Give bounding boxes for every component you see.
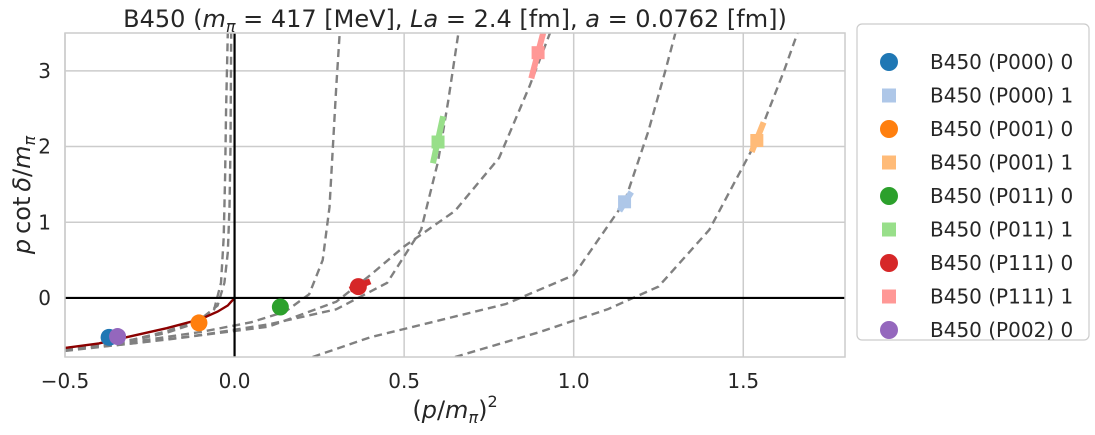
square-marker <box>618 195 632 209</box>
legend-label: B450 (P111) 1 <box>930 285 1073 309</box>
circle-marker <box>349 278 367 296</box>
legend-entry: B450 (P000) 1 <box>882 84 1073 108</box>
square-marker <box>750 133 764 147</box>
legend-square-marker <box>882 155 896 170</box>
plot-area <box>64 32 846 358</box>
zero-axis-lines <box>65 33 845 357</box>
x-tick-label: −0.5 <box>41 369 90 393</box>
legend-label: B450 (P002) 0 <box>930 318 1073 342</box>
legend-label: B450 (P011) 1 <box>930 218 1073 242</box>
legend-square-marker <box>882 289 896 304</box>
legend-label: B450 (P011) 0 <box>930 184 1073 208</box>
legend-square-marker <box>882 222 896 237</box>
legend-circle-marker <box>880 53 898 71</box>
y-tick-labels: 0 1 2 3 <box>38 59 51 310</box>
y-axis-label: pcotδ/mπ <box>8 135 39 255</box>
legend-circle-marker <box>880 254 898 272</box>
legend-label: B450 (P001) 1 <box>930 151 1073 175</box>
x-tick-label: 0.0 <box>219 369 251 393</box>
series-point <box>348 278 372 296</box>
legend-entry: B450 (P111) 1 <box>882 285 1073 309</box>
legend-label: B450 (P000) 0 <box>930 50 1073 74</box>
y-tick-label: 3 <box>38 59 51 83</box>
series-point <box>190 314 208 332</box>
chart-title: B450 (mπ = 417 [MeV], La = 2.4 [fm], a =… <box>123 5 787 36</box>
data-points <box>100 32 767 346</box>
legend-box <box>856 23 1090 341</box>
legend-entry: B450 (P000) 0 <box>880 50 1073 74</box>
square-marker <box>531 46 545 60</box>
legend: B450 (P000) 0 B450 (P000) 1 B450 (P001) 0 B… <box>856 23 1090 342</box>
legend-entry: B450 (P002) 0 <box>880 318 1073 342</box>
y-tick-label: 1 <box>38 210 51 234</box>
plot-frame <box>64 32 846 358</box>
legend-circle-marker <box>880 120 898 138</box>
legend-entry: B450 (P011) 0 <box>880 184 1073 208</box>
y-tick-label: 0 <box>38 286 51 310</box>
x-tick-label: 1.0 <box>558 369 590 393</box>
circle-marker <box>271 298 289 316</box>
dashed-model-curve <box>65 33 552 353</box>
square-marker <box>431 135 445 149</box>
dashed-model-curve <box>454 33 799 357</box>
legend-entry: B450 (P011) 1 <box>882 218 1073 242</box>
legend-square-marker <box>882 88 896 103</box>
dashed-model-curve <box>65 33 341 351</box>
legend-entry: B450 (P001) 0 <box>880 117 1073 141</box>
series-point <box>109 328 127 346</box>
legend-entry: B450 (P111) 0 <box>880 251 1073 275</box>
circle-marker <box>109 328 127 346</box>
series-point <box>748 121 767 153</box>
x-tick-labels: −0.5 0.0 0.5 1.0 1.5 <box>41 369 759 393</box>
x-tick-label: 0.5 <box>388 369 420 393</box>
y-tick-label: 2 <box>38 135 51 159</box>
dashed-model-curve <box>312 33 677 357</box>
legend-circle-marker <box>880 187 898 205</box>
legend-label: B450 (P001) 0 <box>930 117 1073 141</box>
x-axis-label: (p/mπ)2 <box>412 392 497 427</box>
dashed-model-curve <box>65 33 460 352</box>
legend-label: B450 (P111) 0 <box>930 251 1073 275</box>
x-tick-label: 1.5 <box>727 369 759 393</box>
series-point <box>271 298 289 316</box>
legend-circle-marker <box>880 321 898 339</box>
legend-label: B450 (P000) 1 <box>930 84 1073 108</box>
circle-marker <box>190 314 208 332</box>
plot-background <box>65 33 845 357</box>
series-point <box>430 115 447 164</box>
legend-entry: B450 (P001) 1 <box>882 151 1073 175</box>
series-point <box>616 190 634 213</box>
series-point <box>528 32 547 80</box>
